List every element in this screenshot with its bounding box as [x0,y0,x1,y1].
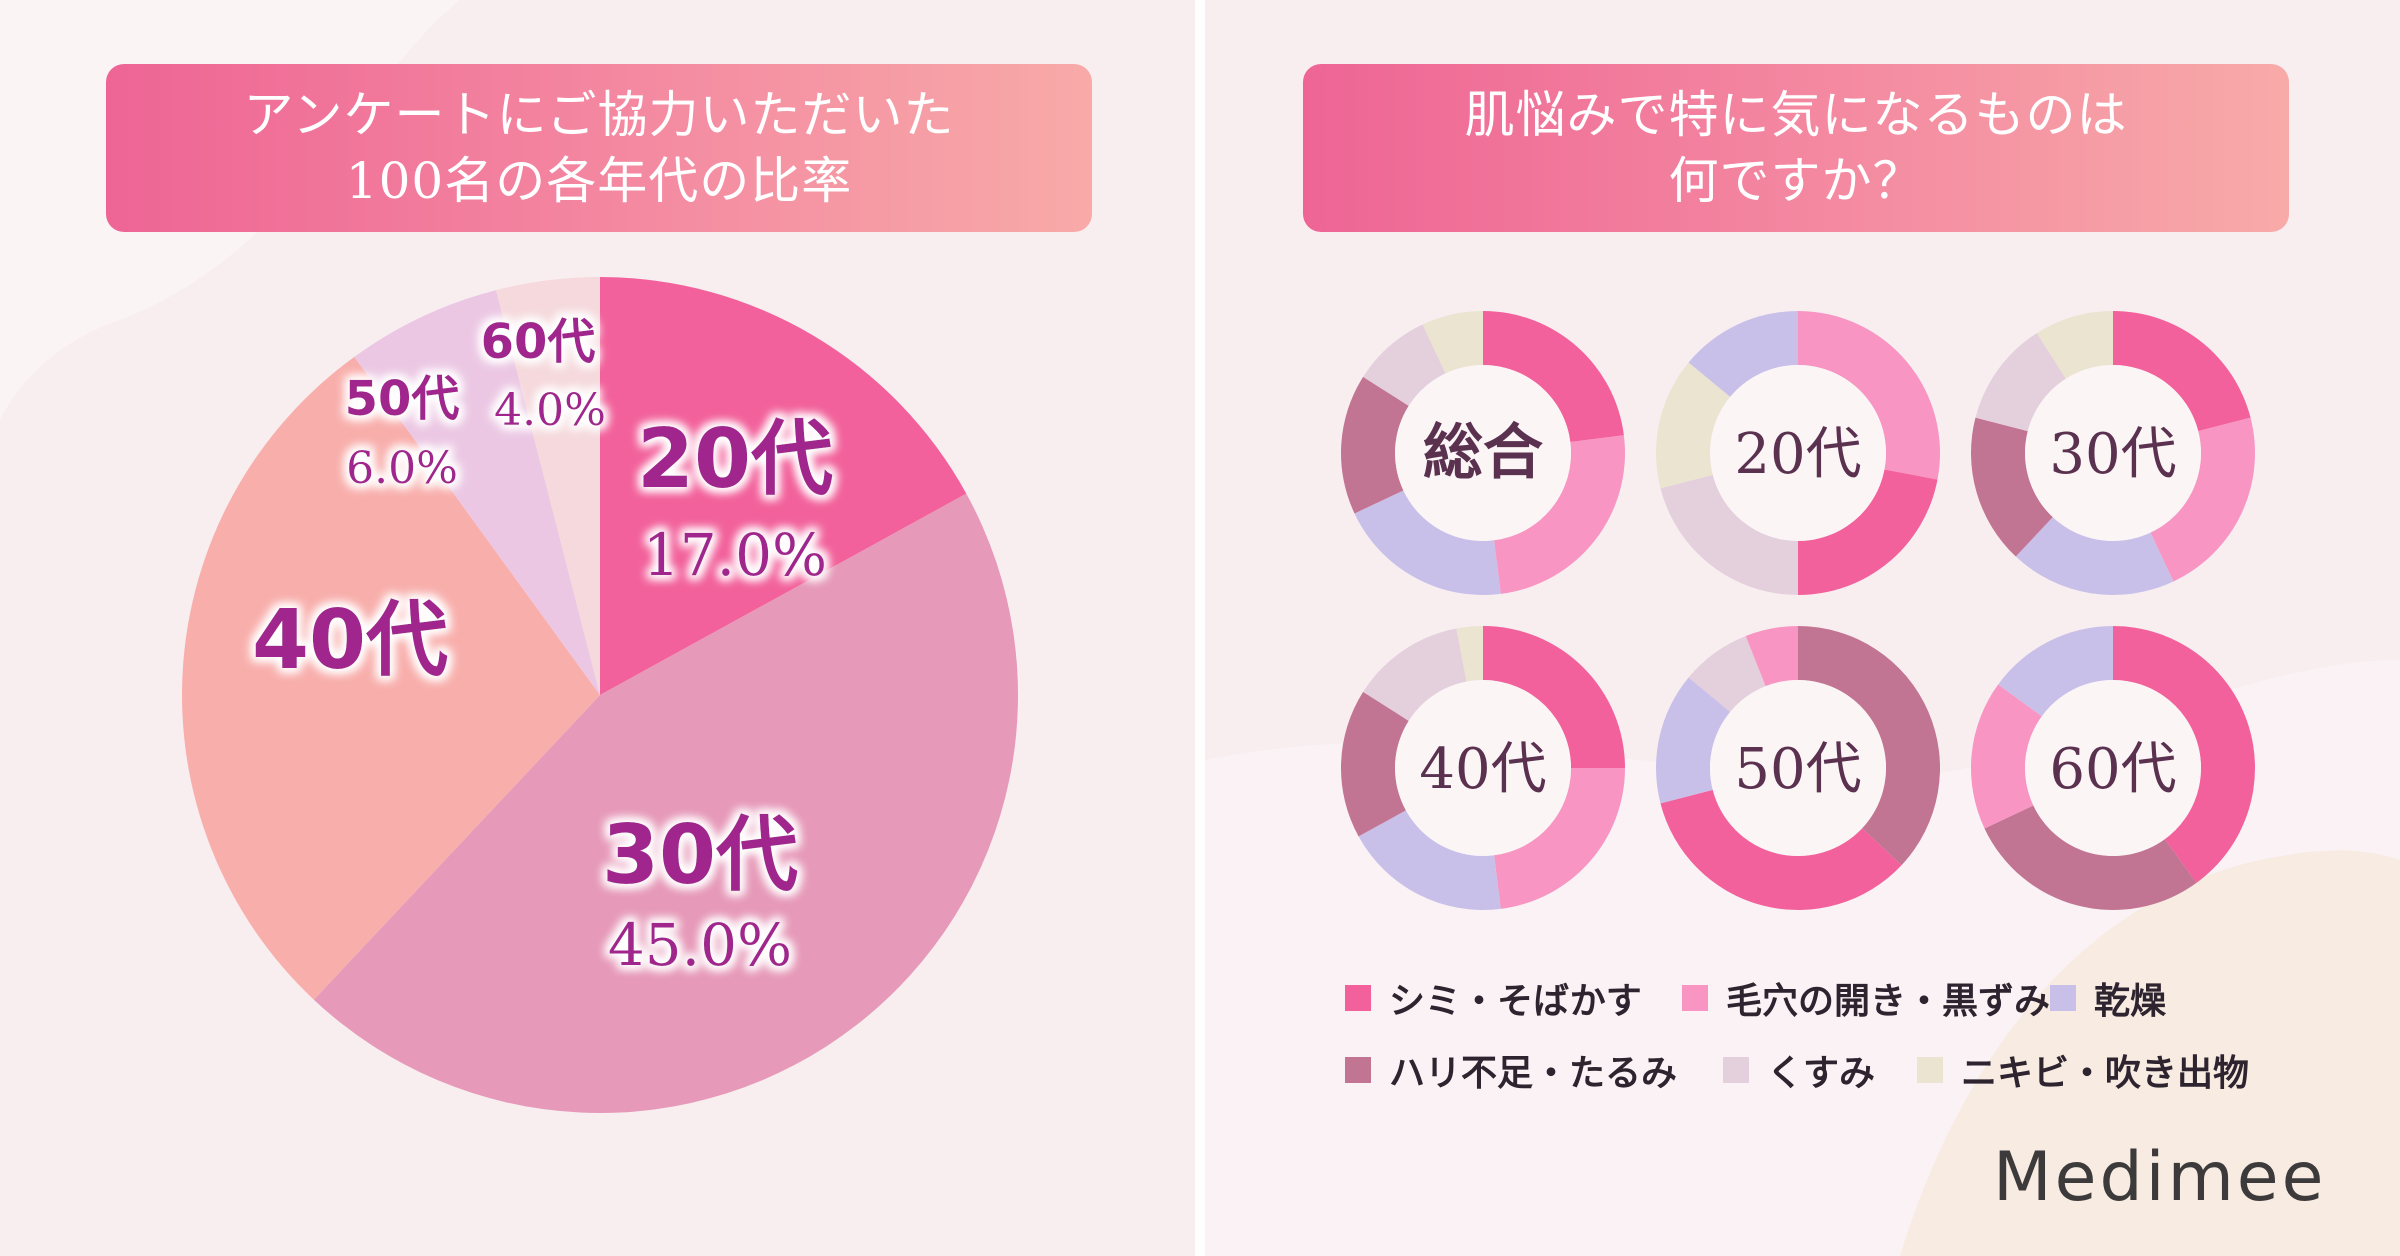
donut-segment [2150,417,2255,582]
donut-segment [1483,311,1624,442]
donut-segment [1363,324,1446,406]
age-pie-chart [182,277,1018,1113]
legend-label-spots: シミ・そばかす [1389,981,1642,1022]
donut-center [1710,365,1886,541]
legend-swatch-sag [1345,1057,1371,1083]
donut-center [1395,365,1571,541]
donut-segment [1975,333,2066,432]
legend-label-sag: ハリ不足・たるみ [1389,1053,1678,1094]
brand-logo: Medimee [1993,1138,2327,1217]
age-label-60s: 60代 [481,314,596,370]
donut-segment [1660,474,1798,595]
legend-label-dry: 乾燥 [2094,981,2167,1022]
age-ratio-title-line2: 100名の各年代の比率 [345,152,853,210]
donut-segment [2113,311,2251,432]
donut-segment [1494,435,1626,594]
donut-center-label: 50代 [1734,737,1861,802]
age-value-50s: 6.0% [346,443,458,494]
donut-segment [1745,626,1798,687]
age-pie-slice-60s [496,277,600,695]
donut-segment [1798,626,1940,866]
donut-segment [1358,810,1501,911]
donut-segment [1456,626,1483,682]
donut-segment [1483,626,1625,768]
donut-segment [1341,691,1409,837]
age-value-60s: 4.0% [494,385,606,436]
legend-item-dry: 乾燥 [2050,968,2166,1028]
age-label-30s: 30代 [602,808,798,903]
age-pie-labels: 20代 17.0% 30代 45.0% 40代 50代 6.0% 60代 4.0% [252,314,833,979]
age-label-50s: 50代 [345,371,460,427]
age-pie-slice-40s [182,356,600,1000]
donut-segment [1970,684,2042,829]
skin-concern-title-line2: 何ですか？ [1668,152,1924,210]
legend-swatch-pores [1682,985,1708,1011]
donut-segment [1971,417,2053,557]
donut-50s: 50代 [1656,626,1940,911]
legend-swatch-dry [2050,985,2076,1011]
legend-item-sag: ハリ不足・たるみ [1345,1040,1677,1100]
donut-60s: 60代 [1970,626,2255,911]
donut-center [1710,680,1886,856]
age-pie-slice-50s [354,290,600,695]
donut-segment [1422,311,1483,374]
donut-overall: 総合 [1340,311,1626,595]
age-pie-slice-20s [600,277,967,695]
age-value-30s: 45.0% [608,911,792,979]
age-label-20s: 20代 [637,412,833,507]
age-pie-slice-30s [313,493,1018,1113]
legend-swatch-acne [1917,1057,1943,1083]
donut-40s: 40代 [1341,626,1625,911]
legend-label-pores: 毛穴の開き・黒ずみ [1726,981,2051,1022]
donut-center-label: 30代 [2049,422,2176,487]
donut-center [1395,680,1571,856]
donut-segment [1984,805,2197,911]
age-label-40s: 40代 [252,593,448,688]
donut-segment [1494,768,1625,909]
donut-segment [2113,626,2255,883]
age-value-20s: 17.0% [643,521,827,589]
donut-segment [1363,628,1467,721]
donut-segment [1354,490,1501,595]
legend-label-dull: くすみ [1767,1053,1876,1094]
age-ratio-title-line1: アンケートにご協力いただいた [243,86,955,144]
donut-segment [1340,376,1409,514]
donut-center-label: 60代 [2049,737,2176,802]
donut-center [2025,365,2201,541]
donut-segment [1656,677,1731,804]
legend-swatch-spots [1345,985,1371,1011]
panel-divider [1195,0,1205,1256]
donut-segment [2015,517,2174,595]
age-ratio-title: アンケートにご協力いただいた 100名の各年代の比率 [106,64,1092,232]
donut-center-label: 40代 [1419,737,1546,802]
legend-swatch-dull [1723,1057,1749,1083]
skin-concern-donuts: 総合 20代 30代 40代 50代 60代 [1340,311,2255,911]
donut-center-label: 20代 [1734,422,1861,487]
donut-segment [1688,311,1798,397]
donut-segment [1656,362,1731,489]
donut-center-label: 総合 [1423,418,1543,488]
donut-segment [1660,789,1902,911]
legend-label-acne: ニキビ・吹き出物 [1961,1053,2250,1094]
donut-segment [2036,311,2113,379]
donut-segment [1688,635,1766,712]
donut-segment [1998,626,2113,717]
donut-30s: 30代 [1971,311,2255,595]
donut-20s: 20代 [1656,311,1940,595]
donut-center [2025,680,2201,856]
legend-item-dull: くすみ [1723,1040,1875,1100]
skin-concern-title-line1: 肌悩みで特に気になるものは [1464,86,2128,144]
donut-segment [1798,311,1940,480]
donut-segment [1798,469,1938,595]
skin-concern-title: 肌悩みで特に気になるものは 何ですか？ [1303,64,2289,232]
legend-item-spots: シミ・そばかす [1345,968,1642,1028]
legend-item-pores: 毛穴の開き・黒ずみ [1682,968,2050,1028]
legend-item-acne: ニキビ・吹き出物 [1917,1040,2249,1100]
